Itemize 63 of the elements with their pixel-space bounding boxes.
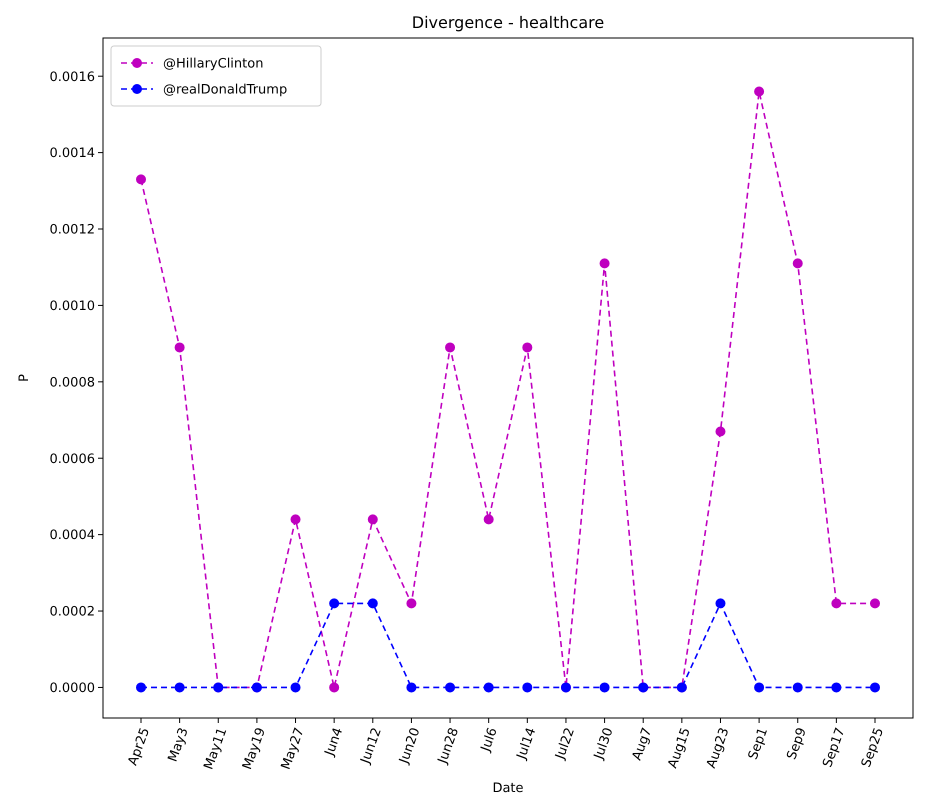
x-tick-label: May3 xyxy=(166,726,192,764)
point xyxy=(329,682,340,692)
y-tick-label: 0.0016 xyxy=(50,70,95,85)
x-tick-label: Sep1 xyxy=(746,726,772,762)
point xyxy=(600,258,610,268)
point xyxy=(715,426,726,436)
point xyxy=(522,682,532,692)
x-tick-label: Sep17 xyxy=(820,726,848,770)
point xyxy=(368,514,378,524)
point xyxy=(290,514,301,524)
point xyxy=(870,598,880,608)
x-tick-label: Jul30 xyxy=(591,726,617,762)
x-tick-label: Sep9 xyxy=(784,726,810,762)
point xyxy=(792,258,803,268)
legend-label: @realDonaldTrump xyxy=(163,82,288,98)
point xyxy=(600,682,610,692)
point xyxy=(445,682,456,692)
point xyxy=(484,682,494,692)
y-axis-title: P xyxy=(17,374,32,382)
point xyxy=(445,342,456,352)
point xyxy=(290,682,301,692)
point xyxy=(174,682,185,692)
point xyxy=(870,682,880,692)
point xyxy=(831,598,842,608)
point xyxy=(136,682,146,692)
point xyxy=(754,682,764,692)
x-tick-label: Jun12 xyxy=(358,726,385,766)
y-tick-label: 0.0010 xyxy=(50,298,95,314)
y-tick-label: 0.0004 xyxy=(50,528,95,544)
x-tick-label: Jun4 xyxy=(322,726,346,759)
chart-title: Divergence - healthcare xyxy=(412,13,604,32)
point xyxy=(484,514,494,524)
y-tick-label: 0.0006 xyxy=(50,452,95,467)
x-tick-label: May19 xyxy=(240,726,269,772)
x-axis-title: Date xyxy=(492,781,524,796)
point xyxy=(406,682,416,692)
point xyxy=(792,682,803,692)
x-tick-label: Jul6 xyxy=(478,726,501,754)
x-tick-label: Jul14 xyxy=(514,726,540,762)
point xyxy=(754,86,764,96)
x-tick-label: Aug7 xyxy=(630,726,656,763)
point xyxy=(329,598,340,608)
x-tick-label: Sep25 xyxy=(858,726,888,770)
x-tick-label: Jun28 xyxy=(435,726,462,766)
x-tick-label: Jun20 xyxy=(396,726,424,766)
x-tick-label: May27 xyxy=(278,726,308,772)
y-tick-label: 0.0014 xyxy=(50,146,95,162)
y-tick-label: 0.0008 xyxy=(50,375,95,390)
y-tick-label: 0.0002 xyxy=(50,604,95,620)
y-tick-label: 0.0012 xyxy=(50,222,95,238)
point xyxy=(368,598,378,608)
point xyxy=(522,342,532,352)
point xyxy=(715,598,726,608)
x-tick-label: Jul22 xyxy=(552,726,578,762)
point xyxy=(406,598,416,608)
x-tick-label: Aug15 xyxy=(665,726,694,770)
y-tick-label: 0.0000 xyxy=(50,680,95,696)
point xyxy=(174,342,185,352)
point xyxy=(136,174,146,184)
x-tick-label: Aug23 xyxy=(704,726,733,770)
legend-label: @HillaryClinton xyxy=(163,56,264,72)
x-tick-label: Apr25 xyxy=(126,726,154,768)
point xyxy=(831,682,842,692)
